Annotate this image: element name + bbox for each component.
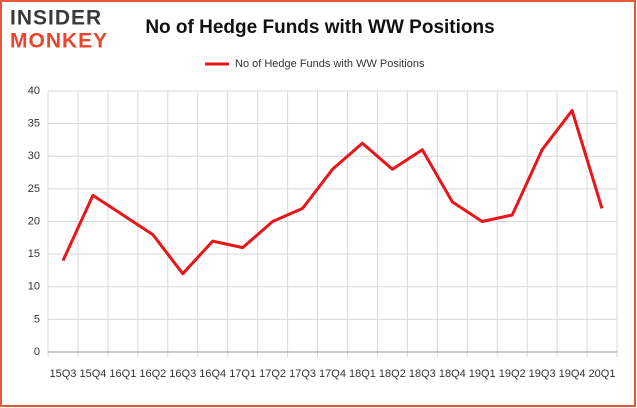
x-tick-label: 15Q4 bbox=[79, 368, 106, 380]
x-tick-label: 16Q3 bbox=[169, 368, 196, 380]
x-tick-label: 18Q1 bbox=[349, 368, 376, 380]
y-tick-label: 40 bbox=[28, 85, 40, 97]
x-tick-label: 18Q2 bbox=[379, 368, 406, 380]
x-tick-label: 15Q3 bbox=[50, 368, 77, 380]
x-tick-label: 19Q1 bbox=[469, 368, 496, 380]
x-tick-label: 16Q2 bbox=[139, 368, 166, 380]
y-tick-label: 35 bbox=[28, 118, 40, 130]
x-tick-label: 20Q1 bbox=[589, 368, 616, 380]
x-tick-label: 19Q3 bbox=[529, 368, 556, 380]
y-tick-label: 25 bbox=[28, 183, 40, 195]
logo-bottom: MONKEY bbox=[10, 30, 108, 53]
y-tick-label: 5 bbox=[34, 313, 40, 325]
x-tick-label: 16Q1 bbox=[109, 368, 136, 380]
x-tick-label: 17Q2 bbox=[259, 368, 286, 380]
x-tick-label: 18Q3 bbox=[409, 368, 436, 380]
x-tick-label: 16Q4 bbox=[199, 368, 226, 380]
logo-top: INSIDER bbox=[10, 7, 102, 30]
data-line bbox=[61, 109, 604, 276]
x-tick-label: 18Q4 bbox=[439, 368, 466, 380]
chart-title: No of Hedge Funds with WW Positions bbox=[145, 17, 494, 38]
legend-label: No of Hedge Funds with WW Positions bbox=[235, 58, 425, 70]
y-tick-label: 20 bbox=[28, 215, 40, 227]
x-tick-label: 17Q4 bbox=[319, 368, 346, 380]
y-tick-label: 10 bbox=[28, 281, 40, 293]
y-tick-label: 15 bbox=[28, 248, 40, 260]
y-tick-label: 30 bbox=[28, 150, 40, 162]
x-tick-label: 17Q3 bbox=[289, 368, 316, 380]
x-tick-label: 19Q2 bbox=[499, 368, 526, 380]
x-tick-label: 17Q1 bbox=[229, 368, 256, 380]
y-tick-label: 0 bbox=[34, 346, 40, 358]
x-tick-label: 19Q4 bbox=[559, 368, 586, 380]
